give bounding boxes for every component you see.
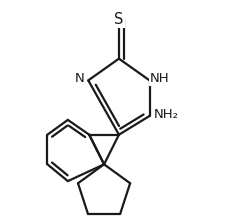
Text: N: N [75,72,85,85]
Text: NH: NH [150,72,169,85]
Text: S: S [114,12,124,27]
Text: NH₂: NH₂ [154,108,178,121]
